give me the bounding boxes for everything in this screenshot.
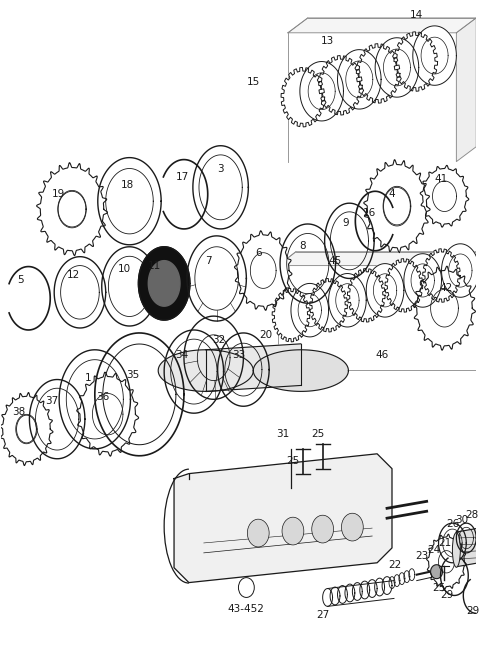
Text: 15: 15 — [247, 77, 260, 87]
Text: 35: 35 — [126, 369, 139, 379]
Polygon shape — [414, 266, 476, 350]
Text: 28: 28 — [466, 510, 479, 520]
Text: 46: 46 — [375, 350, 389, 360]
Polygon shape — [375, 38, 419, 97]
Text: 13: 13 — [321, 36, 334, 46]
Polygon shape — [423, 249, 460, 302]
Polygon shape — [234, 231, 292, 310]
Text: 7: 7 — [205, 255, 212, 266]
Polygon shape — [187, 236, 246, 321]
Text: 41: 41 — [435, 174, 448, 185]
Text: 22: 22 — [388, 560, 402, 570]
Polygon shape — [36, 162, 108, 255]
Text: 9: 9 — [342, 218, 349, 228]
Polygon shape — [385, 259, 423, 312]
Text: 27: 27 — [316, 610, 329, 620]
Polygon shape — [348, 269, 385, 322]
Polygon shape — [329, 274, 366, 327]
Text: 8: 8 — [300, 241, 306, 251]
Polygon shape — [158, 350, 253, 392]
Polygon shape — [456, 18, 476, 162]
Ellipse shape — [453, 533, 460, 567]
Polygon shape — [272, 288, 310, 342]
Polygon shape — [281, 67, 324, 127]
Text: 4: 4 — [389, 189, 396, 199]
Polygon shape — [310, 278, 348, 332]
Text: 34: 34 — [175, 350, 189, 360]
Text: 33: 33 — [232, 350, 245, 360]
Polygon shape — [0, 392, 53, 466]
Polygon shape — [394, 32, 438, 91]
Polygon shape — [442, 244, 479, 297]
Polygon shape — [413, 26, 456, 85]
Polygon shape — [77, 372, 139, 456]
Text: 45: 45 — [329, 255, 342, 266]
Text: 37: 37 — [46, 396, 59, 406]
Text: 25: 25 — [432, 582, 445, 593]
Polygon shape — [300, 62, 344, 121]
Polygon shape — [356, 44, 400, 103]
Text: 20: 20 — [260, 330, 273, 340]
Text: 30: 30 — [455, 515, 468, 525]
Ellipse shape — [282, 517, 304, 545]
Text: 18: 18 — [121, 180, 134, 191]
Polygon shape — [288, 18, 476, 33]
Polygon shape — [427, 534, 467, 590]
Polygon shape — [420, 165, 469, 227]
Polygon shape — [148, 261, 180, 306]
Text: 32: 32 — [212, 335, 225, 345]
Text: 10: 10 — [118, 263, 131, 274]
Text: 23: 23 — [415, 551, 428, 561]
Text: 29: 29 — [440, 590, 453, 601]
Polygon shape — [253, 350, 348, 392]
Text: 5: 5 — [17, 276, 24, 286]
Text: 11: 11 — [148, 261, 161, 271]
Text: 12: 12 — [66, 269, 80, 280]
Polygon shape — [278, 252, 480, 265]
Polygon shape — [431, 565, 443, 578]
Text: 25: 25 — [286, 456, 300, 466]
Ellipse shape — [312, 515, 334, 543]
Text: 19: 19 — [51, 189, 65, 199]
Text: 24: 24 — [427, 545, 440, 555]
Text: 3: 3 — [217, 164, 224, 174]
Ellipse shape — [247, 519, 269, 547]
Polygon shape — [366, 263, 404, 317]
Text: 25: 25 — [311, 429, 324, 439]
Text: 6: 6 — [255, 248, 262, 257]
Text: 31: 31 — [276, 429, 289, 439]
Text: 17: 17 — [175, 172, 189, 183]
Text: 1: 1 — [84, 373, 91, 383]
Polygon shape — [206, 344, 301, 392]
Polygon shape — [404, 253, 442, 307]
Text: 43-452: 43-452 — [228, 605, 265, 614]
Polygon shape — [138, 247, 190, 320]
Text: 16: 16 — [362, 208, 376, 218]
Polygon shape — [456, 526, 480, 567]
Text: 38: 38 — [12, 407, 25, 417]
Polygon shape — [364, 160, 430, 253]
Ellipse shape — [341, 514, 363, 541]
Text: 36: 36 — [96, 392, 109, 402]
Text: 21: 21 — [438, 538, 451, 548]
Text: 14: 14 — [410, 10, 423, 20]
Polygon shape — [319, 56, 362, 115]
Text: 26: 26 — [446, 519, 459, 529]
Text: 42: 42 — [440, 284, 453, 293]
Polygon shape — [174, 454, 392, 582]
Text: 29: 29 — [467, 607, 480, 616]
Polygon shape — [337, 50, 381, 109]
Polygon shape — [291, 284, 329, 337]
